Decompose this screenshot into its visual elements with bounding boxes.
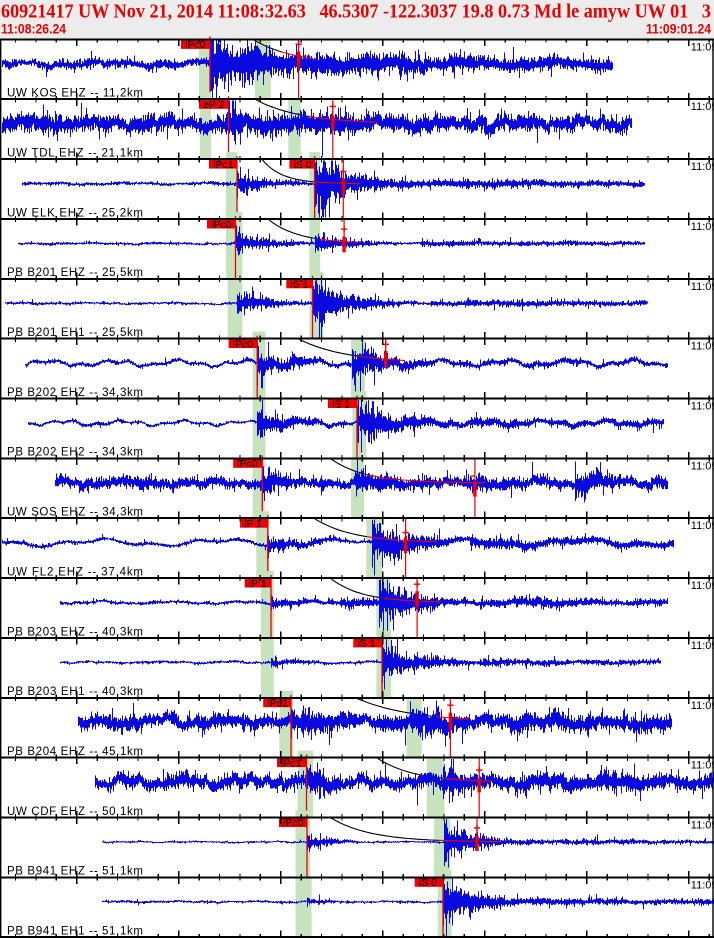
svg-text:11:09:00: 11:09:00	[691, 640, 714, 652]
svg-text:iPc0: iPc0	[211, 220, 231, 231]
svg-text:PB B941 EH1 -- 51.1km: PB B941 EH1 -- 51.1km	[7, 926, 143, 938]
svg-text:iS 1: iS 1	[358, 639, 376, 650]
svg-text:11:09:00: 11:09:00	[691, 281, 714, 293]
svg-text:PB B201 EH1 -- 25.5km: PB B201 EH1 -- 25.5km	[7, 327, 143, 339]
svg-text:11:08:26.24: 11:08:26.24	[1, 21, 66, 37]
svg-text:PB B202 EHZ -- 34.3km: PB B202 EHZ -- 34.3km	[7, 387, 143, 399]
svg-text:UW KOS EHZ -- 11.2km: UW KOS EHZ -- 11.2km	[7, 88, 143, 100]
svg-text:iS 0: iS 0	[294, 160, 312, 171]
svg-text:iS 1: iS 1	[332, 399, 350, 410]
svg-text:PB B941 EHZ -- 51.1km: PB B941 EHZ -- 51.1km	[7, 866, 143, 878]
svg-text:11:09:00: 11:09:00	[691, 401, 714, 413]
svg-text:11:09:00: 11:09:00	[691, 820, 714, 832]
svg-text:UW SOS EHZ -- 34.3km: UW SOS EHZ -- 34.3km	[7, 507, 143, 519]
svg-text:iPc1: iPc1	[213, 160, 233, 171]
svg-text:UW CDF EHZ -- 50.1km: UW CDF EHZ -- 50.1km	[7, 806, 143, 818]
svg-text:iP 1: iP 1	[249, 579, 267, 590]
svg-text:PB B203 EHZ -- 40.3km: PB B203 EHZ -- 40.3km	[7, 626, 143, 638]
svg-text:eP 2: eP 2	[203, 100, 224, 111]
svg-text:PB B202 EH2 -- 34.3km: PB B202 EH2 -- 34.3km	[7, 447, 143, 459]
svg-text:11:09:00: 11:09:00	[691, 41, 714, 53]
svg-text:11:09:00: 11:09:00	[691, 700, 714, 712]
svg-text:11:09:00: 11:09:00	[691, 101, 714, 113]
svg-text:60921417 UW Nov 21, 2014 11:08: 60921417 UW Nov 21, 2014 11:08:32.63 46.…	[1, 0, 711, 22]
svg-text:iPc1: iPc1	[281, 758, 301, 769]
svg-text:11:09:00: 11:09:00	[691, 760, 714, 772]
svg-text:11:09:00: 11:09:00	[691, 341, 714, 353]
svg-text:11:09:00: 11:09:00	[691, 879, 714, 891]
svg-text:iPc0: iPc0	[237, 459, 257, 470]
svg-text:iS 0: iS 0	[419, 878, 437, 889]
svg-text:iPc0: iPc0	[185, 40, 205, 51]
svg-text:iPd1: iPd1	[267, 699, 288, 710]
svg-text:11:09:01.24: 11:09:01.24	[646, 21, 711, 37]
svg-text:11:09:00: 11:09:00	[691, 520, 714, 532]
svg-text:iP 1: iP 1	[244, 519, 262, 530]
svg-text:PB B203 EH1 -- 40.3km: PB B203 EH1 -- 40.3km	[7, 686, 143, 698]
svg-text:UW ELK EHZ -- 25.2km: UW ELK EHZ -- 25.2km	[7, 207, 143, 219]
svg-text:11:09:00: 11:09:00	[691, 460, 714, 472]
svg-text:UW TDL EHZ -- 21.1km: UW TDL EHZ -- 21.1km	[7, 148, 143, 160]
svg-text:PB B204 EHZ -- 45.1km: PB B204 EHZ -- 45.1km	[7, 746, 143, 758]
svg-text:iS 1: iS 1	[291, 280, 309, 291]
svg-text:iPc0: iPc0	[233, 339, 253, 350]
svg-text:11:09:00: 11:09:00	[691, 221, 714, 233]
svg-text:iPc0: iPc0	[283, 818, 303, 829]
svg-text:PB B201 EHZ -- 25.5km: PB B201 EHZ -- 25.5km	[7, 267, 143, 279]
svg-text:UW FL2 EHZ -- 37.4km: UW FL2 EHZ -- 37.4km	[7, 566, 143, 578]
svg-text:11:09:00: 11:09:00	[691, 161, 714, 173]
svg-text:11:09:00: 11:09:00	[691, 580, 714, 592]
